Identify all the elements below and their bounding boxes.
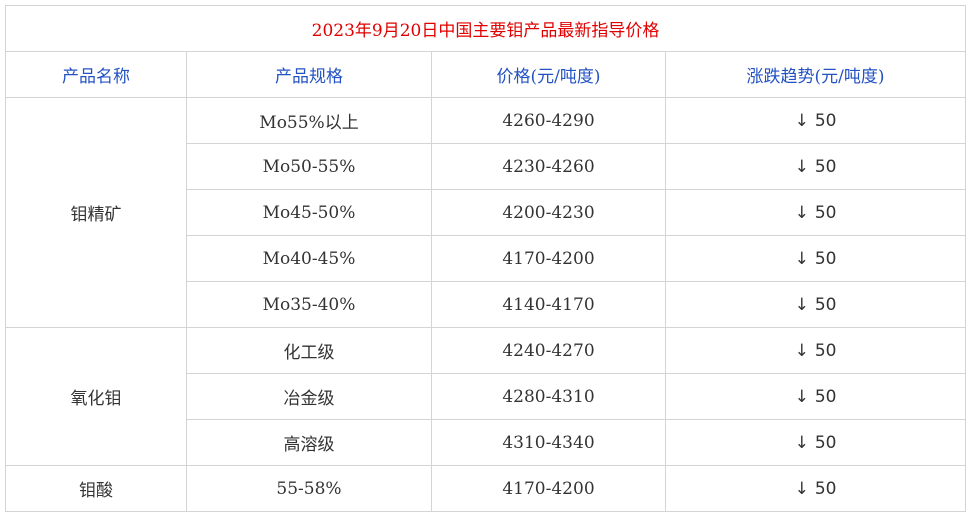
trend-cell: ↓ 50 [664, 327, 967, 374]
down-arrow-icon: ↓ [794, 386, 809, 407]
product-spec-cell: Mo35-40% [186, 281, 432, 328]
down-arrow-icon: ↓ [794, 110, 809, 131]
down-arrow-icon: ↓ [794, 340, 809, 361]
trend-cell: ↓ 50 [664, 189, 967, 236]
table-row: Mo40-45% 4170-4200 ↓ 50 [6, 235, 967, 282]
trend-value: 50 [814, 478, 837, 499]
trend-cell: ↓ 50 [664, 373, 967, 420]
title-row: 2023年9月20日中国主要钼产品最新指导价格 [4, 5, 967, 52]
price-cell: 4280-4310 [431, 373, 666, 420]
trend-value: 50 [814, 386, 837, 407]
product-name-cell: 氧化钼 [5, 327, 187, 466]
trend-cell: ↓ 50 [664, 281, 967, 328]
down-arrow-icon: ↓ [794, 432, 809, 453]
price-cell: 4230-4260 [431, 143, 666, 190]
trend-value: 50 [814, 248, 837, 269]
table-row: Mo35-40% 4140-4170 ↓ 50 [6, 281, 967, 328]
trend-cell: ↓ 50 [664, 97, 967, 144]
product-spec-cell: Mo50-55% [186, 143, 432, 190]
trend-value: 50 [814, 110, 837, 131]
price-cell: 4260-4290 [431, 97, 666, 144]
header-price: 价格(元/吨度) [431, 51, 666, 98]
product-name-cell: 钼精矿 [5, 97, 187, 328]
table-row: Mo50-55% 4230-4260 ↓ 50 [6, 143, 967, 190]
down-arrow-icon: ↓ [794, 156, 809, 177]
price-cell: 4200-4230 [431, 189, 666, 236]
product-spec-cell: Mo45-50% [186, 189, 432, 236]
trend-cell: ↓ 50 [664, 235, 967, 282]
trend-cell: ↓ 50 [664, 419, 967, 466]
table-row: 氧化钼 化工级 4240-4270 ↓ 50 [5, 327, 967, 466]
price-cell: 4310-4340 [431, 419, 666, 466]
header-trend: 涨跌趋势(元/吨度) [664, 51, 967, 98]
down-arrow-icon: ↓ [794, 202, 809, 223]
table-row: Mo45-50% 4200-4230 ↓ 50 [6, 189, 967, 236]
table-row: 钼精矿 Mo55%以上 4260-4290 ↓ 50 [5, 97, 967, 328]
price-cell: 4170-4200 [431, 465, 666, 512]
trend-value: 50 [814, 202, 837, 223]
price-cell: 4170-4200 [431, 235, 666, 282]
header-row: 产品名称 产品规格 价格(元/吨度) 涨跌趋势(元/吨度) [5, 51, 967, 98]
trend-value: 50 [814, 432, 837, 453]
price-table: 2023年9月20日中国主要钼产品最新指导价格 产品名称 产品规格 价格(元/吨… [4, 5, 967, 512]
product-spec-cell: 55-58% [186, 465, 432, 512]
product-name-cell: 钼酸 [5, 465, 187, 512]
table-row: 冶金级 4280-4310 ↓ 50 [6, 373, 967, 420]
price-cell: 4240-4270 [431, 327, 666, 374]
price-table-body: 2023年9月20日中国主要钼产品最新指导价格 产品名称 产品规格 价格(元/吨… [4, 5, 967, 512]
down-arrow-icon: ↓ [794, 294, 809, 315]
trend-cell: ↓ 50 [664, 143, 967, 190]
trend-value: 50 [814, 294, 837, 315]
down-arrow-icon: ↓ [794, 478, 809, 499]
trend-cell: ↓ 50 [664, 465, 967, 512]
header-product-name: 产品名称 [5, 51, 187, 98]
table-title: 2023年9月20日中国主要钼产品最新指导价格 [4, 5, 967, 52]
down-arrow-icon: ↓ [794, 248, 809, 269]
product-spec-cell: 化工级 [186, 327, 432, 374]
product-spec-cell: 冶金级 [186, 373, 432, 420]
header-product-spec: 产品规格 [186, 51, 432, 98]
product-spec-cell: Mo40-45% [186, 235, 432, 282]
trend-value: 50 [814, 340, 837, 361]
price-cell: 4140-4170 [431, 281, 666, 328]
table-row: 高溶级 4310-4340 ↓ 50 [6, 419, 967, 466]
product-spec-cell: Mo55%以上 [186, 97, 432, 144]
table-row: 钼酸 55-58% 4170-4200 ↓ 50 [5, 465, 967, 512]
trend-value: 50 [814, 156, 837, 177]
product-spec-cell: 高溶级 [186, 419, 432, 466]
